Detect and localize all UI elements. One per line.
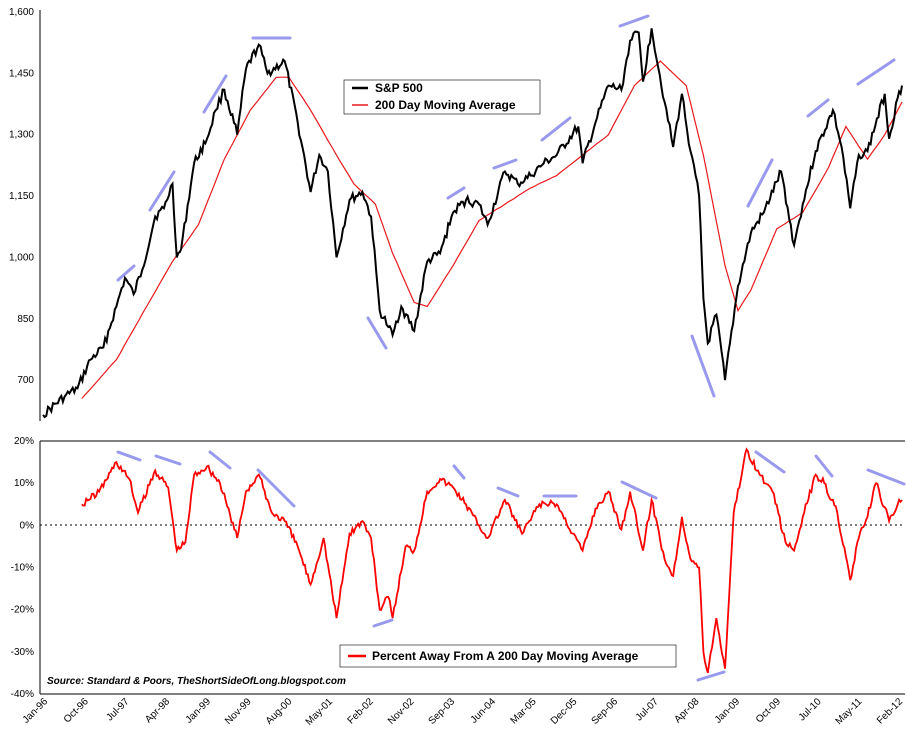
x-tick-label: Oct-09	[754, 696, 783, 725]
top-trend-mark	[368, 318, 386, 348]
bottom-trend-mark	[622, 482, 656, 498]
bottom-trend-mark	[698, 672, 724, 680]
top-y-tick-label: 700	[17, 375, 34, 386]
x-tick-label: Sep-06	[590, 696, 621, 727]
x-tick-label: Sep-03	[427, 696, 458, 727]
top-y-tick-label: 1,150	[9, 191, 34, 202]
top-y-ticks: 700 850 1,000 1,150 1,300 1,450 1,600	[9, 7, 34, 386]
bottom-y-tick-label: 0%	[20, 520, 35, 531]
legend-label-moving-average: 200 Day Moving Average	[375, 98, 516, 112]
top-trend-marks	[118, 16, 894, 396]
top-trend-mark	[448, 188, 464, 198]
bottom-trend-mark	[454, 466, 464, 478]
x-tick-label: May-11	[834, 696, 865, 727]
chart-canvas: 700 850 1,000 1,150 1,300 1,450 1,600 S&P 500 …	[0, 0, 907, 741]
bottom-trend-mark	[156, 456, 180, 464]
bottom-trend-mark	[210, 452, 230, 468]
legend-label-sp500: S&P 500	[375, 81, 423, 95]
x-tick-label: Jul-10	[797, 696, 824, 723]
legend-label-pct-away: Percent Away From A 200 Day Moving Avera…	[372, 649, 639, 663]
x-tick-label: Apr-98	[143, 696, 172, 725]
bottom-trend-mark	[374, 620, 392, 626]
bottom-trend-mark	[868, 470, 904, 484]
top-y-tick-label: 1,300	[9, 130, 34, 141]
x-tick-label: Feb-02	[346, 696, 376, 726]
x-tick-label: Feb-12	[875, 696, 905, 726]
x-tick-label: Mar-05	[509, 696, 539, 726]
top-y-tick-label: 1,450	[9, 68, 34, 79]
top-y-tick-label: 1,000	[9, 252, 34, 263]
top-trend-mark	[748, 160, 772, 206]
bottom-y-tick-label: 10%	[14, 478, 34, 489]
top-trend-mark	[620, 16, 648, 26]
top-trend-mark	[542, 118, 570, 140]
bottom-y-ticks: 20% 10% 0% -10% -20% -30% -40%	[11, 436, 34, 700]
x-tick-label: May-01	[304, 696, 336, 728]
top-y-tick-label: 1,600	[9, 7, 34, 18]
top-y-tick-label: 850	[17, 314, 34, 325]
top-trend-mark	[692, 336, 714, 396]
sp500-panel: 700 850 1,000 1,150 1,300 1,450 1,600 S&P 500 …	[9, 7, 902, 421]
x-tick-label: Aug-00	[264, 696, 295, 727]
bottom-y-tick-label: -20%	[11, 605, 34, 616]
source-note: Source: Standard & Poors, TheShortSideOf…	[47, 676, 346, 687]
top-trend-mark	[808, 100, 828, 116]
x-tick-label: Jan-96	[21, 696, 51, 726]
x-tick-label: Jul-07	[634, 696, 661, 723]
pct-away-panel: 20% 10% 0% -10% -20% -30% -40% Percent Away Fr…	[11, 436, 906, 728]
x-tick-label: Dec-05	[549, 696, 580, 727]
bottom-legend: Percent Away From A 200 Day Moving Avera…	[340, 645, 676, 667]
top-trend-mark	[858, 60, 894, 84]
bottom-y-tick-label: -10%	[11, 563, 34, 574]
bottom-trend-mark	[118, 452, 140, 460]
bottom-y-tick-label: 20%	[14, 436, 34, 447]
bottom-trend-mark	[498, 488, 518, 496]
x-tick-label: Nov-02	[386, 696, 417, 727]
bottom-trend-mark	[756, 452, 784, 472]
x-tick-label: Jan-99	[184, 696, 214, 726]
bottom-y-tick-label: -40%	[11, 689, 34, 700]
x-tick-label: Jun-04	[469, 696, 499, 726]
x-tick-labels: Jan-96 Oct-96 Jul-97 Apr-98 Jan-99 Nov-99 Aug-…	[21, 696, 906, 728]
x-tick-label: Apr-08	[673, 696, 702, 725]
bottom-y-tick-label: -30%	[11, 647, 34, 658]
bottom-trend-mark	[816, 456, 832, 476]
pct-away-line	[82, 449, 902, 673]
x-tick-label: Jul-97	[104, 696, 131, 723]
top-legend: S&P 500 200 Day Moving Average	[344, 80, 540, 114]
top-trend-mark	[494, 160, 516, 168]
x-tick-label: Nov-99	[223, 696, 254, 727]
x-tick-label: Jan-09	[713, 696, 743, 726]
x-tick-label: Oct-96	[62, 696, 91, 725]
